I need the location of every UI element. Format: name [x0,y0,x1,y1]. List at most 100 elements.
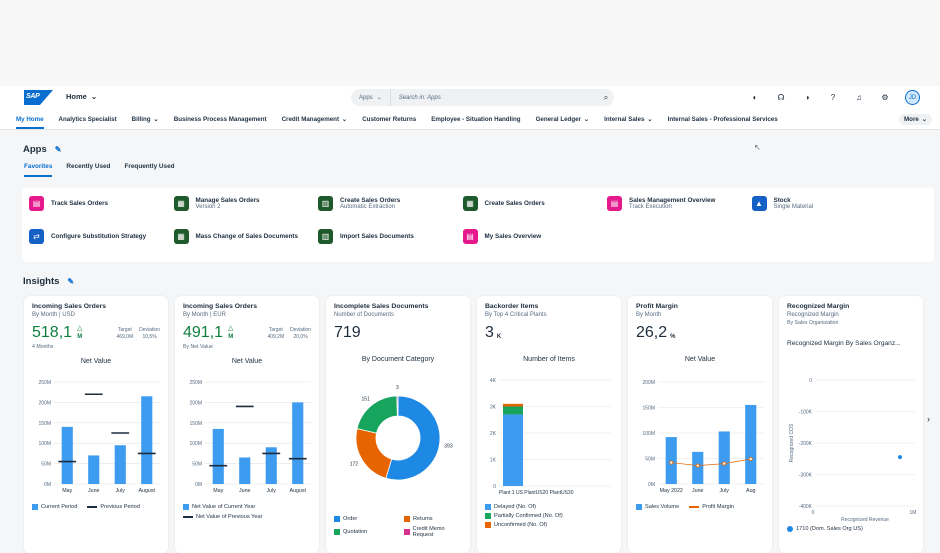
app-tile-sales-management-overview[interactable]: ▤ Sales Management Overview Track Executio… [607,196,742,211]
nav-item-business-process-management[interactable]: Business Process Management [174,110,267,129]
legend-swatch [636,504,642,510]
app-tile-configure-substitution-strategy[interactable]: ⇄ Configure Substitution Strategy [29,229,164,244]
app-tile-import-sales-documents[interactable]: ▥ Import Sales Documents [318,229,453,244]
app-text: Create Sales Orders Automatic Extraction [340,197,400,210]
legend-item: Profit Margin [689,504,734,510]
ai-icon[interactable]: ◑ [804,93,810,102]
nav-item-label: Employee - Situation Handling [431,116,521,123]
chart-title: Net Value [80,358,112,365]
avatar[interactable]: JD [905,90,920,105]
card-incoming-sales-eur[interactable]: Incoming Sales Orders By Month | EUR 491… [175,296,319,553]
card-subtitle: Number of Documents [334,312,395,318]
chart-legend: Current Period Previous Period [32,504,166,510]
nav-item-credit-management[interactable]: Credit Management ⌄ [282,110,348,129]
tab-recently-used[interactable]: Recently Used [66,163,111,170]
apps-section-title: Apps ✎ [23,144,61,155]
card-incoming-sales-usd[interactable]: Incoming Sales Orders By Month | USD 518… [24,296,168,553]
app-tile-create-sales-orders[interactable]: ▦ Create Sales Orders [462,196,598,211]
search-icon[interactable]: ⌕ [603,92,609,102]
app-tile-track-sales-orders[interactable]: ▤ Track Sales Orders [29,196,164,211]
tab-frequently-used[interactable]: Frequently Used [124,163,175,170]
app-tile-manage-sales-orders[interactable]: ▦ Manage Sales Orders Version 2 [173,196,309,211]
search-field[interactable]: Apps ⌄ Search in: Apps ⌕ [351,89,614,106]
bar [88,455,100,484]
app-tile-mass-change-of-sales-documents[interactable]: ▦ Mass Change of Sales Documents [173,229,309,244]
nav-item-customer-returns[interactable]: Customer Returns [362,110,416,129]
nav-item-employee-situation-handling[interactable]: Employee - Situation Handling [431,110,520,129]
legend-swatch [334,516,340,522]
legend-swatch [404,529,410,535]
legend-label: Unconfirmed (No. Of) [494,522,548,528]
card-subtitle: By Month | EUR [183,312,226,318]
tick-label: 3K [490,405,497,411]
card-profit-margin[interactable]: Profit Margin By Month 26,2% Net Value 0… [628,296,772,553]
chart-legend: 1710 (Dom. Sales Org US) [787,526,921,532]
tick-label: -300K [799,473,813,479]
card-incomplete-sales-documents[interactable]: Incomplete Sales Documents Number of Doc… [326,296,470,553]
chevron-down-icon: ⌄ [342,116,348,123]
category-label: May 2022 [660,488,683,494]
chevron-right-icon[interactable]: › [927,414,930,424]
app-tile-my-sales-overview[interactable]: ▤ My Sales Overview [462,229,598,244]
donut-chart: 393 172 151 3 [350,385,453,481]
headset-icon[interactable]: ☊ [777,93,785,102]
app-icon: ▲ [751,196,767,211]
nav-item-label: Credit Management [281,116,340,123]
donut-slice [385,395,441,481]
insights-title: Insights [23,276,60,287]
category-label: July [116,488,126,494]
app-text: Manage Sales Orders Version 2 [196,197,260,210]
tab-favorites[interactable]: Favorites [24,163,53,177]
nav-item-my-home[interactable]: My Home [16,110,44,129]
home-menu-button[interactable]: Home ⌄ [66,92,97,101]
app-title: Configure Substitution Strategy [51,233,147,240]
edit-icon[interactable]: ✎ [54,145,62,154]
tick-label: 0M [44,482,51,488]
nav-item-general-ledger[interactable]: General Ledger ⌄ [536,110,590,129]
bar [212,428,224,484]
bar-chart: 0M 50M 100M 150M 200M 250M May June July August [189,380,311,494]
help-icon[interactable]: ? [830,93,836,102]
more-button[interactable]: More ⌄ [899,114,932,125]
nav-item-label: Business Process Management [173,116,267,123]
nav-item-billing[interactable]: Billing ⌄ [132,110,159,129]
bar [61,426,73,484]
deviation-label: Deviation [139,327,160,333]
chevron-down-icon: ⌄ [921,116,927,123]
category-label: July [267,488,277,494]
search-input[interactable]: Search in: Apps [398,94,441,101]
legend-label: Sales Volume [645,504,680,510]
app-title: Stock [773,197,791,204]
category-label: June [239,488,251,494]
edit-icon[interactable]: ✎ [67,277,75,286]
card-recognized-margin[interactable]: Recognized Margin Recognized Margin By S… [779,296,923,553]
joule-icon[interactable]: ◐ [752,93,758,102]
insights-section-title: Insights ✎ [23,276,74,287]
legend-item: Unconfirmed (No. Of) [485,522,619,528]
tick-label: 1K [490,458,497,464]
card-backorder-items[interactable]: Backorder Items By Top 4 Critical Plants… [477,296,621,553]
legend-swatch [689,506,700,508]
legend-item: Partially Confirmed (No. Of) [485,513,619,519]
sap-logo[interactable]: SAP [24,90,53,105]
chart-title: By Document Category [361,356,435,363]
settings-icon[interactable]: ⚙ [881,93,889,102]
nav-item-internal-sales-professional-services[interactable]: Internal Sales - Professional Services [668,110,778,129]
stacked-bar-segment [503,406,523,415]
home-label: Home [66,92,87,101]
app-tile-stock[interactable]: ▲ Stock Single Material [751,196,887,211]
app-title: My Sales Overview [484,233,542,240]
app-tile-create-sales-orders[interactable]: ▥ Create Sales Orders Automatic Extraction [318,196,453,211]
target-label: Target [268,327,283,333]
profit-margin-line [671,458,751,466]
search-scope-select[interactable]: Apps ⌄ [351,89,391,106]
category-label: May [213,488,223,494]
kpi-value: 26,2 [636,324,668,341]
bar [745,404,757,484]
nav-item-analytics-specialist[interactable]: Analytics Specialist [59,110,117,129]
legend-item: Sales Volume [636,504,679,510]
app-title: Create Sales Orders [340,197,401,204]
category-label: August [139,488,156,494]
nav-item-internal-sales[interactable]: Internal Sales ⌄ [604,110,652,129]
bell-icon[interactable]: ♫ [856,93,862,102]
